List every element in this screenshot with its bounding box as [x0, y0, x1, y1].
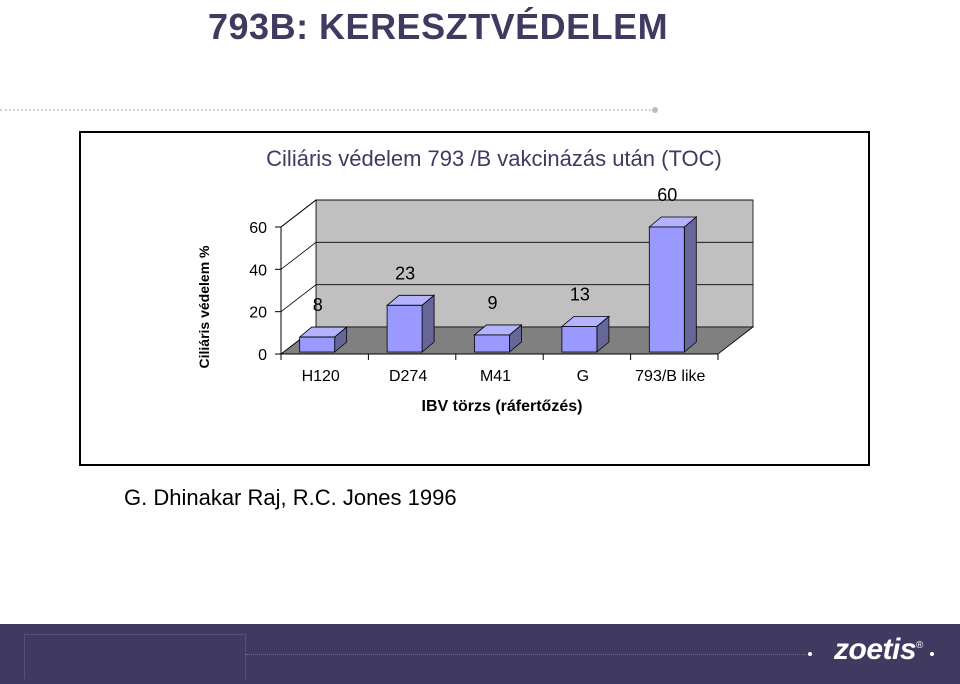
x-tick-label: 793/B like: [635, 368, 705, 385]
data-label: 9: [487, 293, 497, 313]
data-label: 60: [657, 185, 677, 205]
footer-bar: zoetis®: [0, 624, 960, 684]
slide-title: 793B: KERESZTVÉDELEM: [208, 6, 669, 47]
title-divider: [0, 109, 655, 111]
x-tick-label: M41: [480, 368, 511, 385]
bar: [561, 326, 598, 353]
x-axis-label: IBV törzs (ráfertőzés): [422, 398, 583, 415]
footer-dot-right: [930, 652, 934, 656]
citation-text: G. Dhinakar Raj, R.C. Jones 1996: [124, 485, 457, 510]
y-tick-label: 20: [249, 305, 267, 322]
y-axis-label: Ciliáris védelem %: [196, 245, 212, 369]
gridline: [280, 241, 753, 270]
chart-frame: Ciliáris védelem 793 /B vakcinázás után …: [79, 131, 870, 466]
gridline: [280, 199, 753, 228]
footer-tab: [24, 634, 246, 679]
data-label: 8: [313, 295, 323, 315]
footer-divider: [246, 654, 806, 655]
bar-side: [683, 216, 697, 353]
bar-chart: Ciliáris védelem 793 /B vakcinázás után …: [196, 146, 755, 415]
data-label: 23: [395, 263, 415, 283]
bar: [386, 304, 423, 353]
bar-side: [421, 294, 435, 353]
x-tick-label: H120: [302, 368, 340, 385]
bar: [648, 226, 685, 353]
footer-dot-left: [808, 652, 812, 656]
bar: [299, 336, 336, 353]
data-label: 13: [570, 284, 590, 304]
y-tick-label: 60: [249, 220, 267, 237]
logo-mark: ®: [916, 640, 923, 651]
x-tick-label: D274: [389, 368, 427, 385]
logo-text: zoetis: [834, 633, 917, 666]
gridline: [280, 284, 753, 312]
bar: [474, 334, 510, 353]
title-divider-dot: [652, 107, 658, 113]
y-tick-label: 0: [258, 347, 267, 364]
zoetis-logo: zoetis®: [834, 633, 923, 667]
y-tick-label: 40: [249, 262, 267, 279]
x-tick-label: G: [577, 368, 589, 385]
chart-title: Ciliáris védelem 793 /B vakcinázás után …: [266, 146, 722, 171]
